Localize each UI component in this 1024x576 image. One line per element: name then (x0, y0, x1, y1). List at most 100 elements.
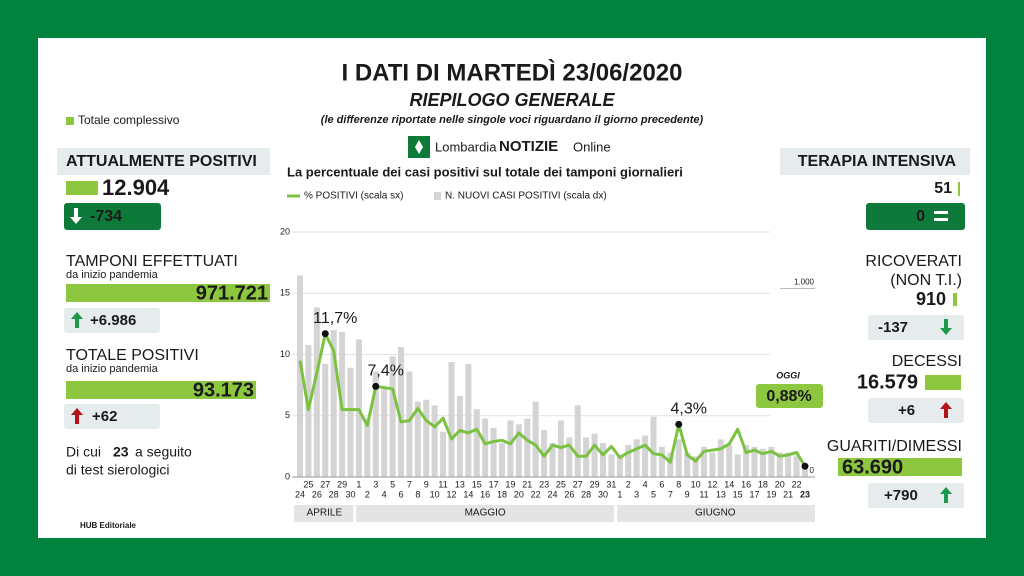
arrow-icon (71, 312, 83, 328)
title: I DATI DI MARTEDÌ 23/06/2020 (342, 58, 683, 86)
bar (389, 356, 396, 477)
line (298, 332, 807, 467)
delta-box (868, 398, 964, 423)
x-tick-label: 7 (668, 489, 673, 499)
logo-name: NOTIZIE (499, 138, 558, 155)
x-tick-label: 8 (415, 489, 420, 499)
bar (692, 456, 699, 477)
bar (616, 456, 623, 477)
bar (793, 456, 800, 477)
x-tick-label: 29 (590, 479, 600, 489)
x-tick-label: 3 (373, 479, 378, 489)
x-tick-label: 24 (295, 489, 305, 499)
bar (701, 446, 707, 477)
bar (482, 418, 489, 477)
bar (398, 346, 404, 477)
y2-tick-label: 0 (810, 466, 815, 475)
subtitle: RIEPILOGO GENERALE (409, 90, 615, 110)
panel-sublabel: da inizio pandemia (66, 269, 159, 281)
x-tick-label: 18 (497, 489, 507, 499)
x-tick-label: 25 (556, 479, 566, 489)
panel-label: RICOVERATI (865, 253, 962, 270)
point (675, 420, 683, 428)
bar (726, 444, 733, 477)
y-tick-label: 5 (285, 410, 290, 420)
x-tick-label: 22 (531, 489, 541, 499)
x-tick-label: 28 (329, 489, 339, 499)
x-group-label: APRILE (307, 508, 343, 519)
delta-value: +6 (898, 402, 915, 419)
x-tick-label: 26 (564, 489, 574, 499)
equal-icon (934, 211, 948, 214)
note: (le differenze riportate nelle singole v… (321, 114, 704, 126)
legend-label: Totale complessivo (78, 113, 180, 127)
bar (566, 437, 573, 477)
bar (364, 418, 371, 477)
label-box (756, 384, 823, 408)
bar (473, 409, 480, 477)
bar (440, 431, 447, 477)
x-tick-label: 4 (643, 479, 648, 489)
panel-value: 63.690 (842, 456, 903, 478)
value-bar (66, 284, 270, 302)
x-tick-label: 9 (424, 479, 429, 489)
x-tick-label: 12 (446, 489, 456, 499)
panel-value: 16.579 (857, 371, 918, 393)
bar (684, 452, 691, 477)
panel-label: TAMPONI EFFETTUATI (66, 253, 238, 270)
x-tick-label: 31 (606, 479, 616, 489)
delta-box (866, 203, 965, 230)
bar (734, 454, 741, 477)
bar (633, 439, 640, 477)
delta-value: -734 (90, 208, 122, 225)
bar (751, 446, 758, 477)
y-tick-label: 20 (280, 226, 290, 236)
chart-title: La percentuale dei casi positivi sul tot… (287, 164, 683, 179)
bar (507, 420, 514, 477)
x-tick-label: 23 (800, 489, 810, 499)
x-tick-label: 13 (716, 489, 726, 499)
y-tick-label: 10 (280, 349, 290, 359)
point (372, 382, 380, 390)
delta-box (64, 308, 160, 333)
delta-box (64, 203, 161, 230)
bar (524, 418, 531, 477)
delta-box (64, 404, 160, 429)
bar (743, 444, 750, 477)
bar (313, 307, 320, 477)
x-tick-label: 9 (685, 489, 690, 499)
bar (642, 435, 649, 477)
bar (347, 367, 354, 477)
x-tick-label: 30 (345, 489, 355, 499)
panel-value: 971.721 (196, 282, 268, 304)
x-tick-label: 17 (489, 479, 499, 489)
x-tick-label: 21 (783, 489, 793, 499)
delta-value: +790 (884, 487, 918, 504)
bar (381, 388, 388, 477)
value-bar (953, 293, 957, 306)
bar (414, 401, 421, 477)
point (801, 462, 809, 470)
legend-swatch (66, 117, 74, 125)
x-tick-label: 5 (651, 489, 656, 499)
x-tick-label: 7 (407, 479, 412, 489)
x-tick-label: 12 (707, 479, 717, 489)
delta-value: 0 (916, 208, 925, 225)
delta-box (868, 483, 964, 508)
bar (608, 454, 615, 477)
bar (785, 452, 792, 477)
bar (549, 443, 556, 477)
arrow-icon (940, 402, 952, 418)
panel-label: (NON T.I.) (890, 272, 962, 289)
bar (658, 446, 665, 477)
bar (709, 452, 716, 477)
bar (431, 405, 438, 477)
x-tick-label: 10 (430, 489, 440, 499)
delta-value: -137 (878, 319, 908, 336)
x-tick-label: 23 (539, 479, 549, 489)
bar (675, 439, 682, 477)
equal-icon (934, 218, 948, 221)
bar (802, 469, 808, 477)
